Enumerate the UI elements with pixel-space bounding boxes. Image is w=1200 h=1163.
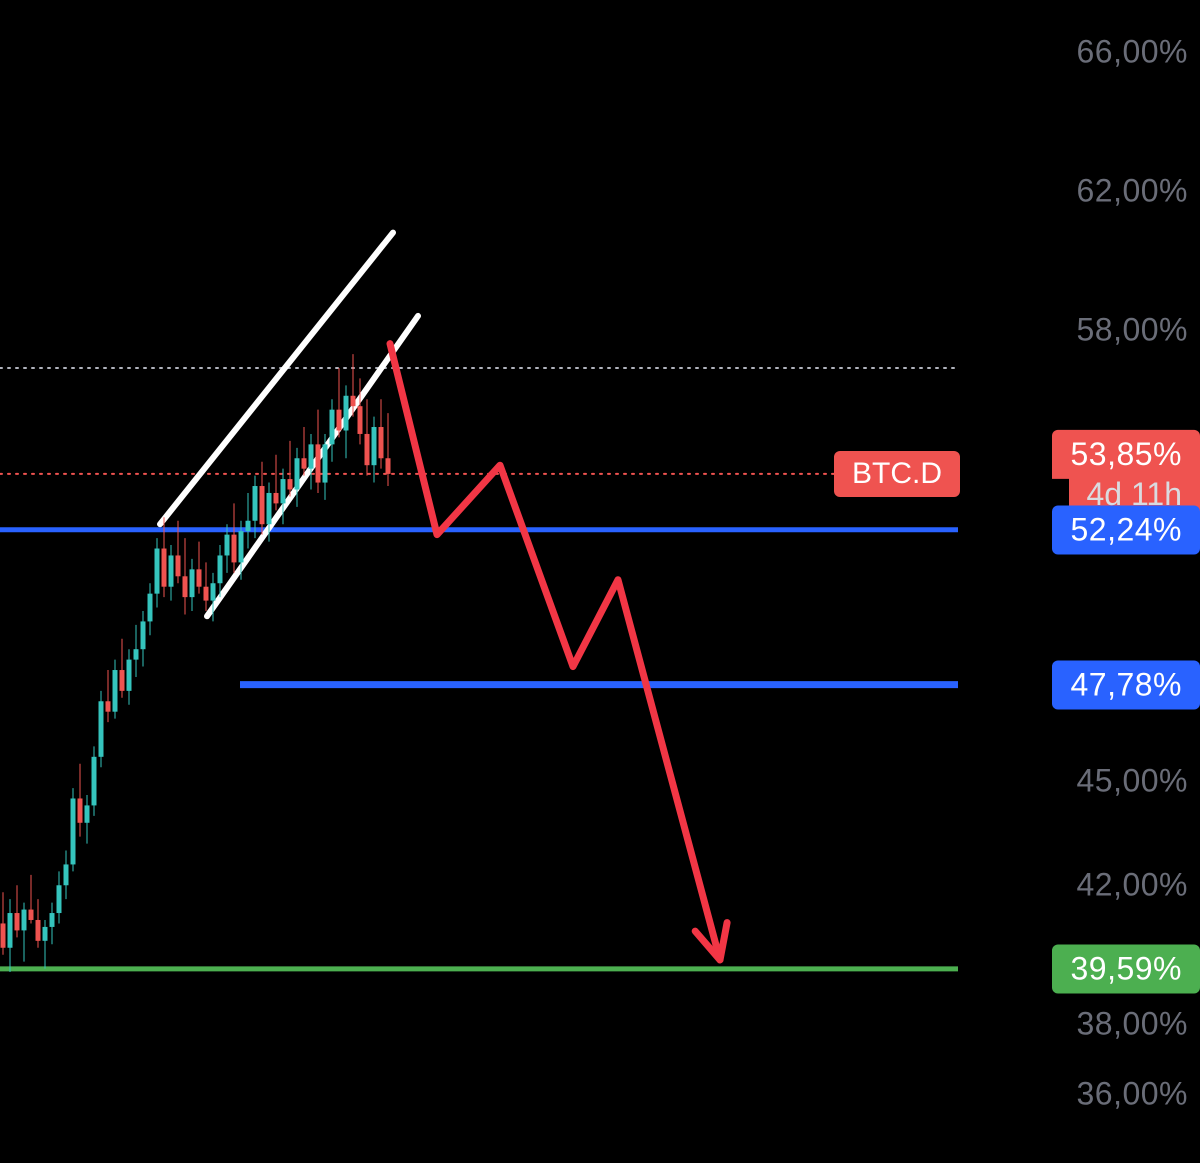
line-price-tag: 52,24% (1052, 505, 1200, 554)
line-price-tag: 47,78% (1052, 660, 1200, 709)
current-price-tag: 53,85% (1052, 430, 1200, 479)
price-tags: BTC.D53,85%4d 11h52,24%47,78%39,59% (0, 0, 1200, 1163)
line-price-tag: 39,59% (1052, 944, 1200, 993)
symbol-tag: BTC.D (834, 451, 960, 497)
chart-root[interactable]: 66,00%62,00%58,00%45,00%42,00%38,00%36,0… (0, 0, 1200, 1163)
